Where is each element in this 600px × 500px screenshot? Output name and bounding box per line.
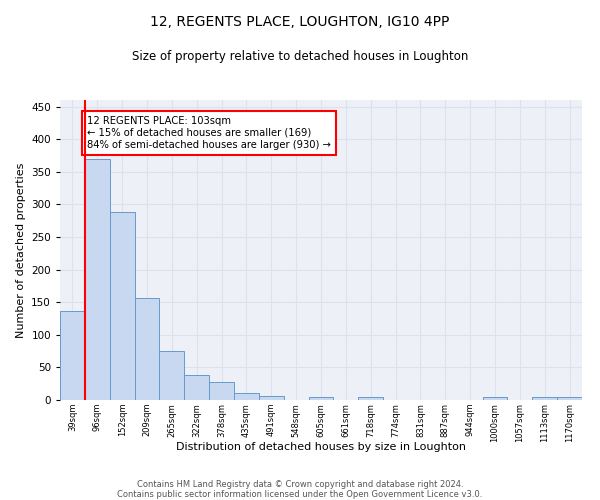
Bar <box>209 382 234 400</box>
Bar <box>308 396 334 400</box>
Bar <box>557 398 582 400</box>
Text: 12 REGENTS PLACE: 103sqm
← 15% of detached houses are smaller (169)
84% of semi-: 12 REGENTS PLACE: 103sqm ← 15% of detach… <box>88 116 331 150</box>
Bar <box>482 398 508 400</box>
Bar <box>85 158 110 400</box>
Bar <box>532 398 557 400</box>
Bar <box>259 396 284 400</box>
Bar <box>110 212 134 400</box>
Bar <box>234 394 259 400</box>
Bar <box>134 298 160 400</box>
Text: Size of property relative to detached houses in Loughton: Size of property relative to detached ho… <box>132 50 468 63</box>
Y-axis label: Number of detached properties: Number of detached properties <box>16 162 26 338</box>
Text: Distribution of detached houses by size in Loughton: Distribution of detached houses by size … <box>176 442 466 452</box>
Text: Contains HM Land Registry data © Crown copyright and database right 2024.
Contai: Contains HM Land Registry data © Crown c… <box>118 480 482 500</box>
Bar <box>160 351 184 400</box>
Bar <box>358 396 383 400</box>
Text: 12, REGENTS PLACE, LOUGHTON, IG10 4PP: 12, REGENTS PLACE, LOUGHTON, IG10 4PP <box>151 15 449 29</box>
Bar <box>184 375 209 400</box>
Bar <box>60 312 85 400</box>
